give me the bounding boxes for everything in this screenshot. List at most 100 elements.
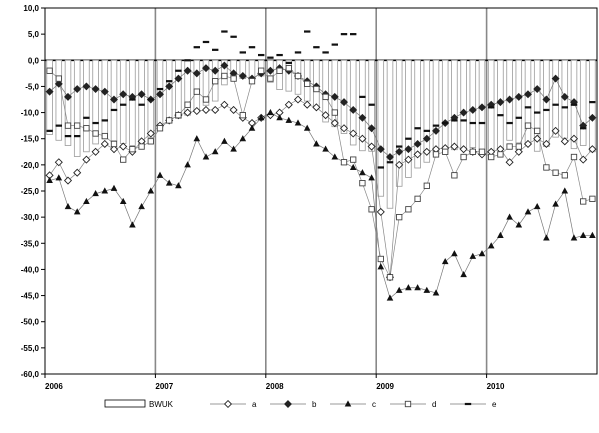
series-point-a: [367, 142, 376, 151]
series-point-d: [488, 153, 495, 161]
series-point-d: [423, 182, 430, 189]
series-point-b: [367, 124, 376, 133]
series-point-c: [129, 221, 136, 228]
bar-bwuk: [46, 59, 53, 135]
bar-bwuk: [533, 59, 541, 152]
series-point-e: [451, 119, 458, 122]
series-point-e: [267, 56, 274, 59]
series-point-d: [83, 125, 90, 132]
series-point-c: [469, 252, 477, 259]
series-point-b: [459, 108, 468, 117]
x-tick-label: 2007: [155, 382, 173, 391]
bar-bwuk: [129, 59, 136, 146]
y-tick-label: -40,0: [21, 265, 40, 274]
series-point-c: [322, 145, 329, 152]
series-point-e: [184, 59, 191, 62]
series-point-d: [156, 125, 164, 132]
series-point-d: [570, 153, 578, 161]
series-point-d: [322, 93, 329, 101]
series-point-c: [221, 137, 228, 144]
series-point-e: [405, 137, 412, 140]
bar-bwuk: [460, 59, 467, 150]
series-point-c: [579, 231, 587, 238]
series-point-d: [515, 143, 522, 150]
series-point-e: [147, 98, 154, 101]
series-point-b: [137, 90, 146, 99]
series-point-d: [386, 274, 394, 281]
series-point-d: [55, 75, 62, 82]
series-point-a: [404, 155, 413, 164]
series-point-e: [110, 108, 118, 112]
series-point-d: [285, 64, 292, 72]
series-point-c: [506, 213, 513, 220]
series-point-b: [82, 82, 91, 91]
series-point-a: [542, 139, 551, 148]
series-point-d: [377, 255, 384, 263]
series-point-c: [432, 289, 440, 296]
series-point-d: [193, 88, 200, 95]
series-point-c: [533, 203, 541, 210]
series-point-e: [230, 35, 237, 38]
series-point-a: [422, 147, 431, 156]
series-point-d: [120, 156, 127, 163]
series-point-a: [192, 106, 201, 116]
series-point-b: [73, 85, 82, 94]
series-point-d: [405, 206, 412, 213]
series-point-e: [368, 103, 375, 106]
series-point-a: [229, 105, 238, 114]
series-point-e: [377, 166, 384, 169]
series-point-a: [330, 118, 339, 128]
series-point-b: [588, 113, 597, 122]
series-point-a: [312, 103, 321, 112]
series-point-c: [276, 114, 283, 121]
series-point-a: [588, 145, 597, 154]
series-point-d: [497, 151, 504, 158]
series-point-d: [92, 130, 99, 137]
series-point-b: [183, 66, 192, 75]
x-tick-label: 2009: [376, 382, 394, 391]
series-point-d: [110, 140, 118, 148]
series-point-c: [230, 145, 237, 152]
bar-bwuk: [432, 59, 440, 156]
series-point-c: [73, 208, 81, 215]
series-point-a: [73, 168, 82, 177]
series-point-c: [294, 119, 302, 126]
series-point-b: [91, 85, 100, 94]
bar-bwuk: [101, 59, 109, 140]
series-point-c: [285, 116, 293, 123]
series-point-a: [100, 139, 109, 148]
series-point-b: [238, 72, 247, 80]
series-point-c: [303, 124, 311, 131]
series-point-a: [523, 139, 533, 148]
series-point-c: [515, 221, 523, 228]
series-point-b: [386, 153, 394, 161]
series-point-e: [570, 103, 578, 106]
series-point-a: [395, 160, 404, 169]
series-point-a: [91, 147, 100, 156]
series-point-b: [422, 134, 431, 143]
series-point-e: [120, 103, 127, 106]
series-point-d: [175, 112, 182, 119]
series-point-c: [543, 234, 550, 241]
bar-bwuk: [221, 59, 228, 86]
series-point-d: [442, 148, 449, 155]
series-point-a: [349, 129, 358, 138]
series-point-b: [220, 61, 229, 70]
bar-bwuk: [515, 59, 523, 144]
series-point-c: [460, 271, 467, 278]
bar-bwuk: [349, 59, 357, 146]
series-point-d: [147, 138, 154, 145]
series-point-d: [469, 148, 476, 155]
series-point-a: [63, 176, 73, 185]
series-point-e: [340, 33, 348, 36]
series-point-e: [212, 48, 219, 51]
series-point-c: [589, 231, 596, 238]
series-point-e: [497, 114, 504, 117]
series-point-e: [515, 116, 522, 119]
bar-bwuk: [248, 59, 256, 78]
bar-bwuk: [579, 59, 587, 146]
series-point-c: [497, 231, 504, 238]
y-tick-label: -30,0: [21, 213, 40, 222]
x-tick-label: 2008: [266, 382, 284, 391]
